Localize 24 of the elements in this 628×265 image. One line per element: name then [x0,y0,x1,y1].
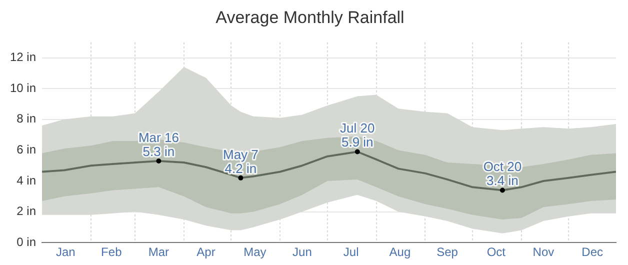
y-tick-label: 2 in [16,204,36,218]
y-tick-label: 8 in [16,112,36,126]
y-tick-label: 0 in [16,234,36,249]
annotation: Mar 16 5.3 in [138,130,179,159]
x-tick-label: Dec [582,245,604,260]
annotation: Jul 20 5.9 in [340,120,375,150]
y-tick-label: 6 in [16,142,36,157]
y-tick-label: 10 in [10,80,36,95]
chart-title: Average Monthly Rainfall [216,8,404,27]
y-tick-label: 12 in [10,50,36,64]
x-tick-label: Jun [292,245,312,260]
x-tick-label: Aug [389,245,411,260]
x-tick-label: Feb [101,245,122,260]
x-tick-label: Jul [343,245,359,260]
annotation: Oct 20 3.4 in [483,159,522,188]
x-tick-label: Mar [148,245,170,260]
x-tick-label: May [244,245,266,260]
y-tick-label: 4 in [16,173,36,188]
annotation: May 7 4.2 in [223,146,258,176]
x-tick-label: Jan [56,245,76,260]
x-tick-label: Nov [532,245,554,260]
x-tick-label: Oct [486,245,506,260]
x-tick-label: Sep [436,245,458,260]
x-tick-label: Apr [196,245,216,260]
